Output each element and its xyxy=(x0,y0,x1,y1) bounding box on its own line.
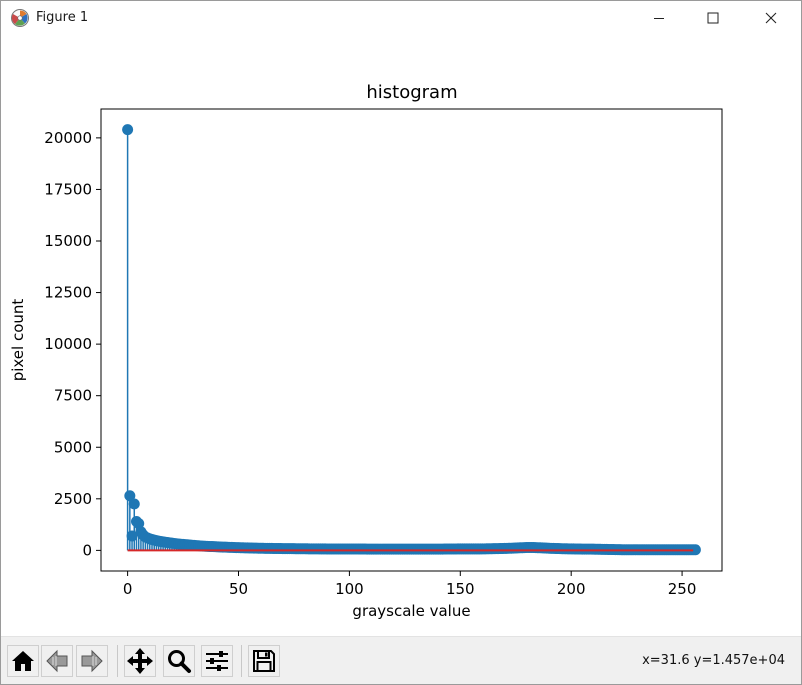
forward-button[interactable] xyxy=(76,645,108,677)
home-icon xyxy=(12,651,34,671)
x-tick-label: 200 xyxy=(557,580,586,598)
stem-marker xyxy=(128,498,140,510)
close-icon xyxy=(765,12,777,24)
navigation-toolbar: x=31.6 y=1.457e+04 xyxy=(1,636,801,684)
floppy-disk-icon xyxy=(253,650,275,672)
save-button[interactable] xyxy=(248,645,280,677)
cursor-coordinates: x=31.6 y=1.457e+04 xyxy=(642,653,785,668)
maximize-button[interactable] xyxy=(685,1,741,35)
y-tick-label: 0 xyxy=(82,541,92,559)
title-bar[interactable]: Figure 1 xyxy=(1,1,801,35)
move-icon xyxy=(127,648,153,674)
maximize-icon xyxy=(707,12,719,24)
window-title: Figure 1 xyxy=(36,10,89,25)
sliders-icon xyxy=(206,651,228,671)
y-tick-label: 10000 xyxy=(44,335,92,353)
x-tick-label: 0 xyxy=(123,580,133,598)
x-tick-label: 250 xyxy=(668,580,697,598)
stem-marker xyxy=(126,530,138,542)
y-tick-label: 17500 xyxy=(44,180,92,198)
stem-marker xyxy=(122,124,134,136)
y-tick-label: 7500 xyxy=(54,387,92,405)
y-tick-label: 12500 xyxy=(44,284,92,302)
chart-title: histogram xyxy=(366,82,457,103)
stem-marker xyxy=(133,518,145,530)
back-button[interactable] xyxy=(41,645,73,677)
pan-button[interactable] xyxy=(124,645,156,677)
configure-subplots-button[interactable] xyxy=(201,645,233,677)
y-tick-label: 15000 xyxy=(44,232,92,250)
back-arrow-icon xyxy=(46,649,68,673)
toolbar-separator xyxy=(241,645,242,677)
forward-arrow-icon xyxy=(81,649,103,673)
stem-series xyxy=(122,124,701,556)
matplotlib-logo-icon xyxy=(11,9,29,27)
x-tick-label: 100 xyxy=(335,580,364,598)
minimize-icon xyxy=(654,18,664,19)
home-button[interactable] xyxy=(7,645,39,677)
magnifier-icon xyxy=(168,650,191,673)
y-axis-label: pixel count xyxy=(9,299,27,382)
toolbar-separator xyxy=(117,645,118,677)
figure-canvas[interactable]: histogram 0 50 100 150 200 250 0 2500 5000 7500 10… xyxy=(1,35,801,636)
x-tick-label: 150 xyxy=(446,580,475,598)
stem-marker xyxy=(124,490,136,502)
axes-frame xyxy=(100,108,723,572)
y-tick-label: 5000 xyxy=(54,438,92,456)
y-tick-label: 2500 xyxy=(54,490,92,508)
x-axis-label: grayscale value xyxy=(352,602,470,620)
x-tick-label: 50 xyxy=(229,580,248,598)
y-tick-label: 20000 xyxy=(44,129,92,147)
close-button[interactable] xyxy=(743,1,799,35)
zoom-button[interactable] xyxy=(163,645,195,677)
plot-canvas[interactable]: histogram 0 50 100 150 200 250025005000750010… xyxy=(1,35,801,636)
stem-marker xyxy=(689,544,701,556)
minimize-button[interactable] xyxy=(631,1,687,35)
